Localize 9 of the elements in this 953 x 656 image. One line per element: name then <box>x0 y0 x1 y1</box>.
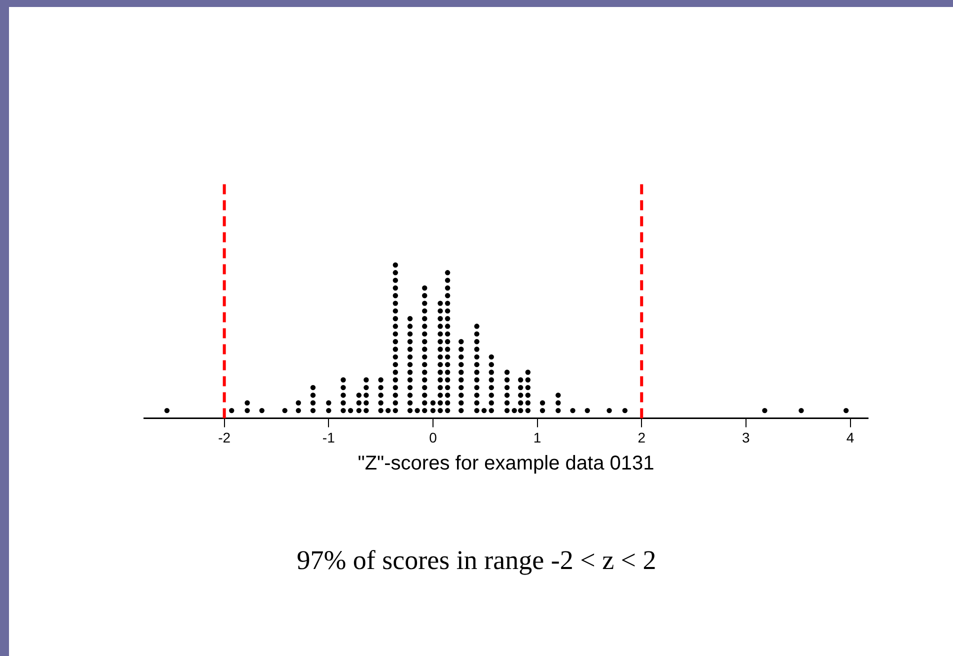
x-tick-label: -1 <box>322 429 336 446</box>
x-tick-label: 2 <box>638 429 646 446</box>
x-axis-title: "Z"-scores for example data 0131 <box>358 452 654 475</box>
x-tick-label: 4 <box>846 429 854 446</box>
text: 97% of scores in range -2 < z < 2 <box>296 545 656 575</box>
x-tick-label: 1 <box>533 429 542 446</box>
x-tick-label: 3 <box>742 429 750 446</box>
x-tick-label: 0 <box>429 429 438 446</box>
x-tick-label: -2 <box>218 429 231 446</box>
